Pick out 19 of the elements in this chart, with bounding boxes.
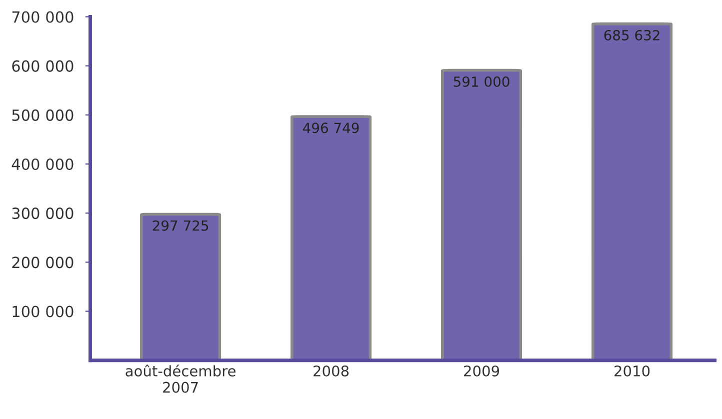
data-label: 685 632 <box>604 30 660 40</box>
y-tick-label: 400 000 <box>12 158 74 170</box>
bar <box>290 115 372 360</box>
y-tick-label: 300 000 <box>12 208 74 220</box>
data-label: 297 725 <box>152 220 208 231</box>
data-label: 591 000 <box>454 76 510 87</box>
bar <box>441 68 522 360</box>
y-tick-label: 500 000 <box>12 109 74 121</box>
bar <box>140 212 222 360</box>
y-tick-label: 200 000 <box>12 256 74 268</box>
x-tick-label: 2008 <box>314 365 349 376</box>
y-tick-label: 100 000 <box>12 306 74 318</box>
x-tick-label: 2009 <box>464 365 500 376</box>
x-tick-label: 2010 <box>614 365 650 376</box>
y-tick-label: 700 000 <box>12 11 74 23</box>
bar <box>591 22 673 360</box>
x-tick-label: août-décembre 2007 <box>126 364 236 393</box>
data-label: 496 749 <box>302 122 359 134</box>
y-tick-label: 600 000 <box>12 60 74 72</box>
